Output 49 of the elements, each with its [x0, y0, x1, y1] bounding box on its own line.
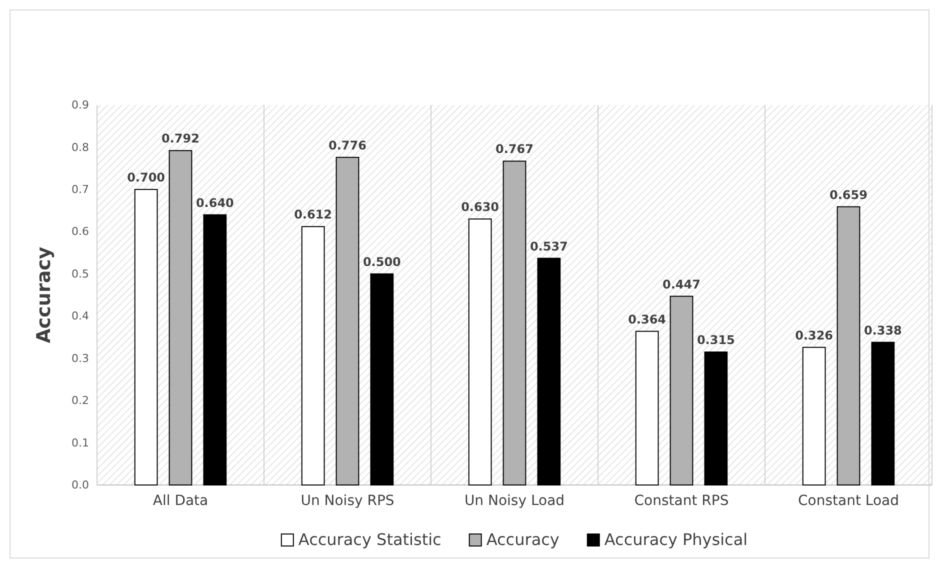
text: 0.447	[662, 277, 700, 292]
y-tick-label: 0.4	[72, 310, 89, 323]
text: 0.364	[628, 312, 666, 326]
text: 0.792	[162, 132, 200, 146]
bar	[370, 273, 394, 486]
text: 0.326	[795, 328, 834, 342]
text: 0.700	[127, 170, 166, 184]
y-axis-title: Accuracy	[33, 246, 55, 344]
text: 0.630	[461, 200, 500, 214]
y-tick-label: 0.2	[72, 394, 89, 408]
x-tick-label: Constant RPS	[634, 492, 729, 509]
y-tick-label: 0.1	[72, 436, 89, 450]
y-tick-label: 0.8	[72, 140, 89, 154]
bar	[670, 296, 694, 486]
y-tick-label: 0.5	[72, 267, 89, 280]
text: 0.500	[362, 254, 401, 269]
y-tick-label: 0.9	[72, 98, 89, 112]
x-tick-label: Un Noisy RPS	[300, 492, 394, 509]
bar	[871, 342, 895, 486]
text: 0.767	[496, 142, 534, 156]
x-tick-label: Constant Load	[798, 492, 899, 509]
x-tick-label: Un Noisy Load	[464, 492, 565, 509]
bar	[301, 226, 325, 486]
y-tick-label: 0.0	[72, 478, 89, 492]
text: 0.776	[328, 138, 366, 152]
y-tick-label: 0.3	[72, 352, 89, 365]
text: 0.338	[864, 323, 902, 338]
text: 0.315	[696, 333, 735, 347]
bar	[537, 258, 561, 486]
legend-label: Accuracy Physical	[604, 530, 748, 549]
legend-label: Accuracy	[486, 530, 560, 549]
bar	[468, 218, 492, 486]
bar	[168, 150, 192, 486]
bar	[203, 214, 227, 486]
bar	[336, 156, 360, 486]
bar	[802, 346, 826, 486]
bar	[836, 206, 860, 486]
bar	[502, 160, 526, 486]
y-tick-label: 0.7	[72, 182, 89, 196]
bar	[635, 330, 659, 486]
text: 0.640	[196, 196, 234, 210]
y-tick-label: 0.6	[72, 225, 89, 238]
bar	[134, 188, 158, 486]
text: 0.659	[830, 188, 868, 202]
text: 0.612	[294, 208, 332, 222]
x-tick-label: All Data	[152, 492, 208, 509]
legend-label: Accuracy Statistic	[298, 530, 442, 549]
text: 0.537	[530, 239, 568, 254]
bar	[704, 352, 728, 486]
